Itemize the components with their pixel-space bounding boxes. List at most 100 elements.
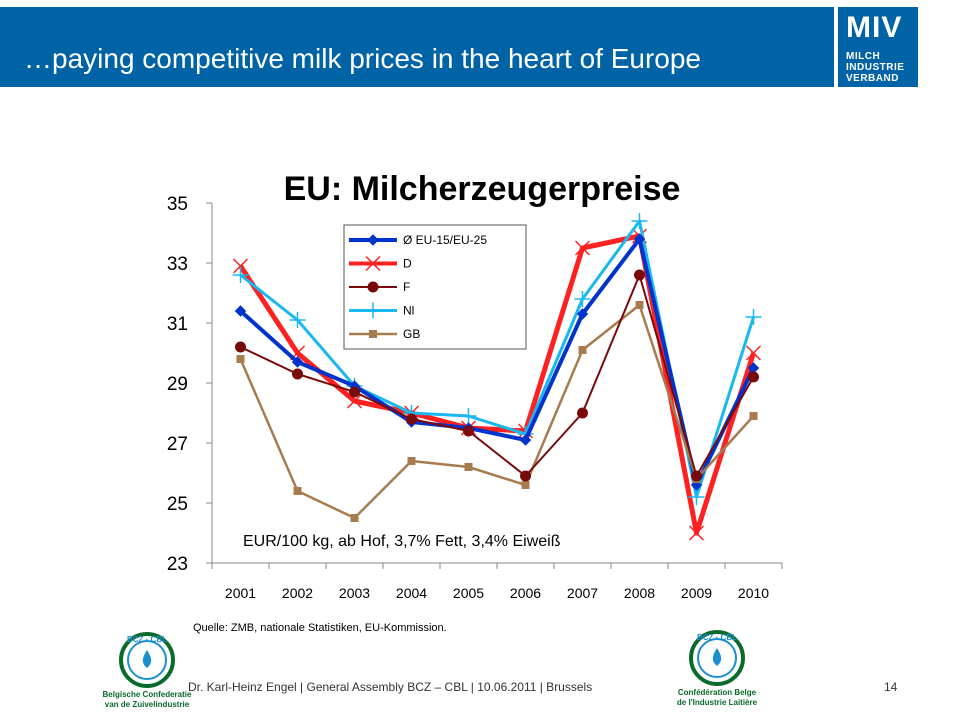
miv-logo-line-1: MILCH	[846, 51, 881, 62]
data-point	[349, 386, 360, 398]
data-point	[346, 393, 363, 409]
data-point	[293, 487, 302, 495]
marker-stroke	[745, 345, 762, 361]
marker-stroke	[688, 525, 705, 541]
chart-axes: 23 25 27 29 31 33 35 2001 2002 2003 2004 2005 2006 20…	[167, 194, 783, 601]
data-point	[577, 407, 588, 419]
legend-item: GB	[349, 327, 420, 341]
bcz-logo-left: BCZ · CBL Belgische Confederatie van de …	[92, 630, 202, 710]
data-point	[520, 470, 531, 482]
marker-stroke	[365, 255, 381, 272]
x-tick-label: 2004	[396, 585, 427, 601]
data-point	[460, 408, 477, 424]
data-point	[574, 291, 591, 307]
y-tick-label: 25	[167, 494, 188, 515]
data-point	[688, 525, 705, 541]
y-tick-label: 23	[167, 554, 188, 575]
y-tick-label: 33	[167, 254, 188, 275]
data-point	[464, 463, 473, 471]
data-point	[748, 371, 759, 383]
data-point	[745, 309, 762, 325]
data-point	[291, 356, 304, 368]
data-point	[232, 258, 249, 274]
series-line	[239, 237, 756, 487]
data-point	[688, 489, 705, 505]
marker-stroke	[232, 258, 249, 274]
bcz-right-sub-2: de l'Industrie Laitière	[676, 698, 758, 707]
chart-title: EU: Milcherzeugerpreise	[284, 170, 681, 208]
bcz-left-sub-2: van de Zuivelindustrie	[104, 700, 190, 709]
legend-label: Nl	[403, 304, 414, 318]
y-tick-label: 35	[167, 194, 188, 215]
legend-label: D	[403, 257, 412, 271]
legend-marker	[369, 330, 377, 338]
page-title: …paying competitive milk prices in the h…	[24, 43, 701, 74]
data-point	[289, 312, 306, 328]
bcz-left-ring-text: BCZ · CBL	[127, 635, 167, 644]
data-point	[406, 413, 417, 425]
x-tick-label: 2003	[339, 585, 370, 601]
chart-source: Quelle: ZMB, nationale Statistiken, EU-K…	[193, 622, 447, 634]
bcz-right-emblem: BCZ · CBL	[689, 630, 745, 686]
legend-item: Ø EU-15/EU-25	[349, 233, 487, 247]
legend-label: F	[403, 280, 410, 294]
bcz-left-sub-1: Belgische Confederatie	[102, 690, 192, 699]
bcz-right-ring-text: BCZ · CBL	[697, 633, 737, 642]
legend-item: F	[349, 280, 410, 294]
data-point	[745, 345, 762, 361]
x-tick-label: 2001	[225, 585, 256, 601]
header-banner: …paying competitive milk prices in the h…	[0, 7, 834, 87]
legend-marker	[365, 302, 381, 319]
data-point	[292, 368, 303, 380]
data-point	[350, 514, 359, 522]
legend-label: GB	[403, 327, 420, 341]
miv-logo-text: MIV	[846, 11, 903, 44]
page-number: 14	[884, 680, 898, 694]
series-f	[235, 269, 759, 482]
legend-label: Ø EU-15/EU-25	[403, 233, 487, 247]
chart-legend: Ø EU-15/EU-25 DF Nl GB	[343, 224, 527, 350]
data-point	[574, 240, 591, 256]
footer-text: Dr. Karl-Heinz Engel | General Assembly …	[188, 680, 593, 694]
data-point	[691, 470, 702, 482]
bcz-left-emblem: BCZ · CBL	[119, 632, 175, 688]
series-line	[239, 303, 755, 520]
series-line	[240, 274, 755, 477]
bcz-right-sub-1: Confédération Belge	[677, 688, 757, 697]
miv-logo-line-2: INDUSTRIE	[846, 62, 905, 73]
y-tick-label: 27	[167, 434, 188, 455]
miv-logo-line-3: VERBAND	[846, 73, 899, 84]
legend-item: Nl	[349, 302, 414, 319]
x-tick-label: 2005	[453, 585, 484, 601]
x-tick-label: 2007	[567, 585, 598, 601]
x-tick-label: 2009	[681, 585, 712, 601]
data-point	[232, 267, 249, 283]
data-point	[463, 425, 474, 437]
legend-marker	[365, 255, 381, 272]
data-point	[749, 412, 758, 420]
miv-logo: MIV MILCH INDUSTRIE VERBAND	[838, 7, 918, 87]
data-point	[235, 341, 246, 353]
data-point	[578, 346, 587, 354]
y-tick-label: 31	[167, 314, 188, 335]
x-tick-label: 2008	[624, 585, 655, 601]
y-tick-label: 29	[167, 374, 188, 395]
data-point	[236, 355, 245, 363]
data-point	[631, 213, 648, 229]
marker-stroke	[574, 240, 591, 256]
x-tick-label: 2002	[282, 585, 313, 601]
series--eu-15-eu-25	[234, 233, 760, 491]
legend-item: D	[349, 255, 412, 272]
data-point	[635, 301, 644, 309]
legend-marker	[367, 234, 379, 246]
data-point	[521, 481, 530, 489]
bcz-logo-right: BCZ · CBL Confédération Belge de l'Indus…	[662, 628, 772, 708]
legend-marker	[367, 281, 379, 293]
marker-stroke	[346, 393, 363, 409]
chart-annotation: EUR/100 kg, ab Hof, 3,7% Fett, 3,4% Eiwe…	[243, 533, 561, 550]
data-point	[519, 434, 532, 446]
x-tick-label: 2006	[510, 585, 541, 601]
data-point	[634, 269, 645, 281]
data-point	[234, 305, 247, 317]
